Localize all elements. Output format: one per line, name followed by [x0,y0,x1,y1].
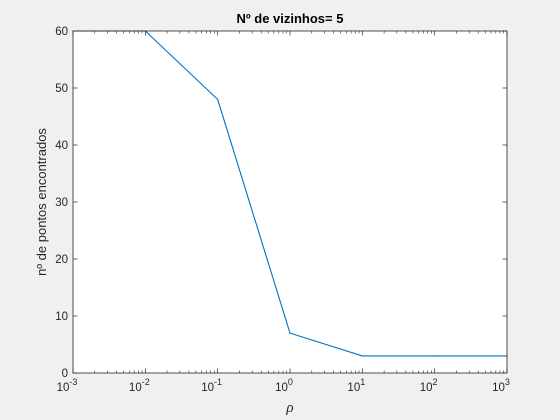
x-tick-label: 10-1 [201,377,222,394]
y-tick-label: 0 [62,368,68,380]
data-point [434,355,436,357]
x-tick-label: 103 [492,377,510,394]
data-point [289,332,291,334]
x-tick-label: 101 [347,377,365,394]
y-tick-label: 20 [55,254,68,266]
x-tick-labels: 10-3 10-2 10-1 100 101 102 103 [57,377,510,394]
x-tick-label: 10-3 [57,377,78,394]
chart-title: Nº de vizinhos= 5 [237,11,344,26]
y-tick-labels: 0 10 20 30 40 50 60 [55,26,68,380]
y-tick-label: 40 [55,140,68,152]
data-point [361,355,363,357]
y-tick-label: 30 [55,197,68,209]
x-tick-label: 102 [420,377,438,394]
x-tick-label: 10-2 [129,377,150,394]
x-axis-label: ρ [285,400,293,416]
data-point [217,98,219,100]
x-tick-label: 100 [275,377,293,394]
y-tick-label: 60 [55,26,68,38]
y-axis-label: nº de pontos encontrados [34,128,49,276]
axes-box [72,30,508,374]
y-tick-label: 50 [55,83,68,95]
plot-area [73,31,507,373]
y-tick-label: 10 [55,311,68,323]
